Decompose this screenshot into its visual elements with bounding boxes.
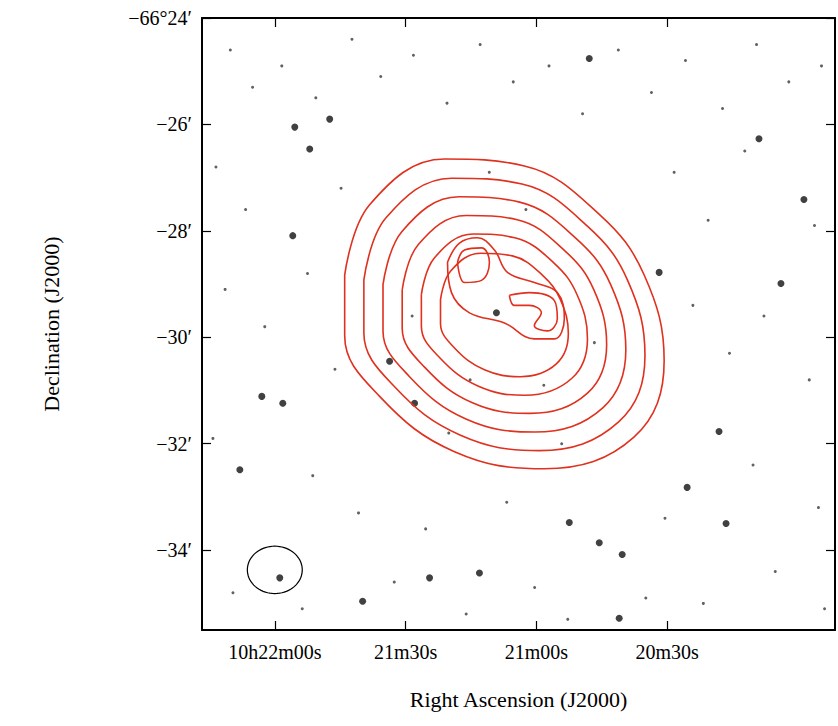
svg-text:−66°24′: −66°24′ [128,7,192,29]
svg-text:Right Ascension (J2000): Right Ascension (J2000) [410,687,628,712]
svg-text:−32′: −32′ [156,433,192,455]
svg-text:−30′: −30′ [156,326,192,348]
svg-text:−28′: −28′ [156,220,192,242]
svg-text:20m30s: 20m30s [635,641,699,663]
svg-text:21m00s: 21m00s [505,641,569,663]
svg-text:Declination (J2000): Declination (J2000) [39,236,64,411]
svg-text:−26′: −26′ [156,113,192,135]
svg-text:10h22m00s: 10h22m00s [228,641,322,663]
svg-text:−34′: −34′ [156,539,192,561]
svg-text:21m30s: 21m30s [374,641,438,663]
